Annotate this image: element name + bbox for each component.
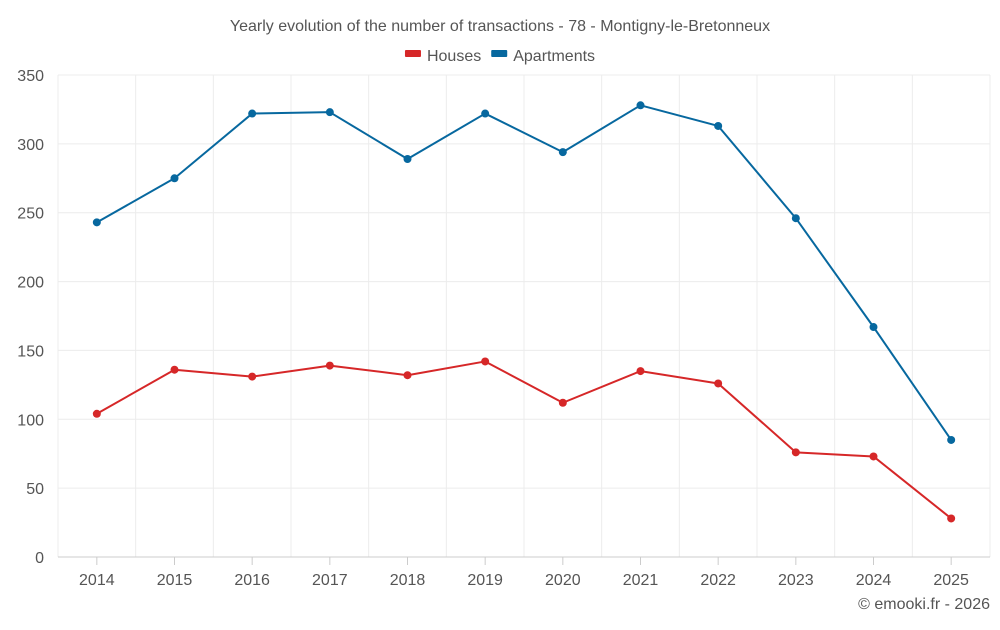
x-tick-label: 2018 bbox=[390, 572, 426, 589]
legend-label: Houses bbox=[427, 48, 481, 65]
series-group bbox=[92, 101, 956, 523]
x-axis: 2014 2015 2016 2017 2018 2019 2020 2021 2022 2023… bbox=[58, 556, 990, 589]
legend[interactable]: Houses Apartments bbox=[404, 48, 595, 65]
legend-label: Apartments bbox=[513, 48, 595, 65]
x-tick-label: 2017 bbox=[312, 572, 348, 589]
data-point-apartments[interactable] bbox=[325, 108, 334, 117]
data-point-houses[interactable] bbox=[248, 372, 257, 381]
x-tick-label: 2016 bbox=[234, 572, 270, 589]
data-point-apartments[interactable] bbox=[947, 435, 956, 444]
data-point-apartments[interactable] bbox=[869, 323, 878, 332]
data-point-apartments[interactable] bbox=[403, 155, 412, 164]
x-tick-label: 2015 bbox=[157, 572, 193, 589]
data-point-houses[interactable] bbox=[170, 365, 179, 374]
data-point-apartments[interactable] bbox=[248, 109, 257, 118]
series-apartments[interactable] bbox=[92, 101, 956, 444]
y-tick-label: 50 bbox=[26, 481, 44, 498]
y-tick-label: 350 bbox=[17, 68, 44, 85]
x-tick-label: 2022 bbox=[700, 572, 736, 589]
data-point-houses[interactable] bbox=[791, 448, 800, 457]
data-point-houses[interactable] bbox=[636, 367, 645, 376]
data-point-houses[interactable] bbox=[403, 371, 412, 380]
legend-item-apartments[interactable]: Apartments bbox=[491, 48, 595, 65]
series-line-apartments[interactable] bbox=[95, 104, 953, 441]
legend-swatch-houses bbox=[404, 50, 421, 57]
x-tick-label: 2020 bbox=[545, 572, 581, 589]
data-point-apartments[interactable] bbox=[170, 174, 179, 183]
y-tick-label: 250 bbox=[17, 206, 44, 223]
series-houses[interactable] bbox=[92, 357, 956, 523]
x-tick-label: 2025 bbox=[933, 572, 969, 589]
y-tick-label: 200 bbox=[17, 275, 44, 292]
y-tick-label: 100 bbox=[17, 412, 44, 429]
x-tick-label: 2014 bbox=[79, 572, 115, 589]
data-point-houses[interactable] bbox=[947, 514, 956, 523]
data-point-houses[interactable] bbox=[558, 398, 567, 407]
data-point-apartments[interactable] bbox=[481, 109, 490, 118]
credit-text: © emooki.fr - 2026 bbox=[858, 596, 990, 613]
data-point-houses[interactable] bbox=[714, 379, 723, 388]
x-tick-label: 2023 bbox=[778, 572, 814, 589]
data-point-houses[interactable] bbox=[481, 357, 490, 366]
x-tick-label: 2019 bbox=[467, 572, 503, 589]
series-line-houses[interactable] bbox=[95, 360, 953, 520]
legend-item-houses[interactable]: Houses bbox=[404, 48, 481, 65]
data-point-apartments[interactable] bbox=[92, 218, 101, 227]
x-tick-label: 2024 bbox=[856, 572, 892, 589]
y-axis: 0 50 100 150 200 250 300 350 bbox=[17, 68, 44, 567]
x-tick-label: 2021 bbox=[623, 572, 659, 589]
data-point-houses[interactable] bbox=[869, 452, 878, 461]
data-point-apartments[interactable] bbox=[636, 101, 645, 110]
data-point-apartments[interactable] bbox=[714, 121, 723, 130]
chart-title: Yearly evolution of the number of transa… bbox=[230, 18, 770, 35]
data-point-houses[interactable] bbox=[325, 361, 334, 370]
y-tick-label: 0 bbox=[35, 550, 44, 567]
legend-swatch-apartments bbox=[491, 50, 508, 57]
data-point-houses[interactable] bbox=[92, 409, 101, 418]
data-point-apartments[interactable] bbox=[558, 148, 567, 157]
y-tick-label: 300 bbox=[17, 137, 44, 154]
data-point-apartments[interactable] bbox=[791, 214, 800, 223]
y-tick-label: 150 bbox=[17, 343, 44, 360]
grid-lines bbox=[57, 74, 991, 557]
